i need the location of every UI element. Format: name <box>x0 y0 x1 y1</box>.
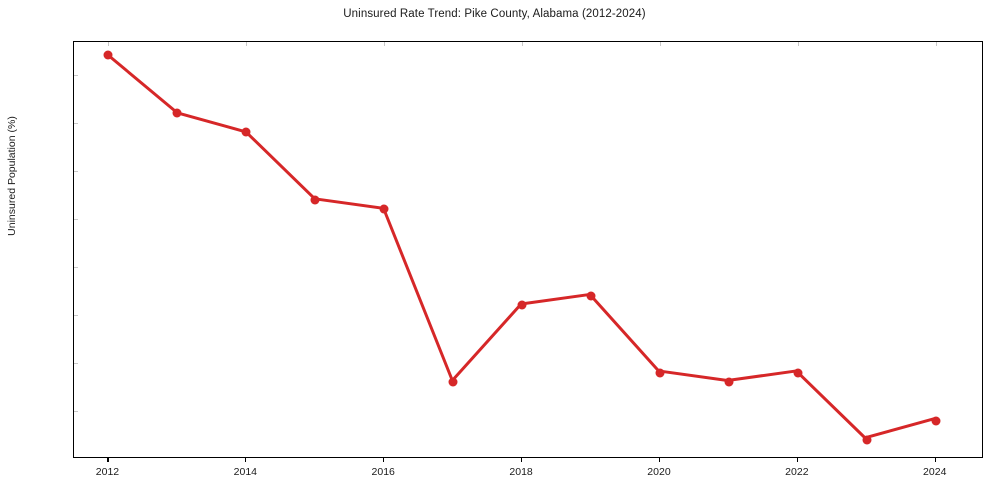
data-point <box>724 377 734 387</box>
x-axis-tick-mark <box>934 458 936 462</box>
plot-area <box>73 41 983 458</box>
x-axis-tick-mark <box>796 458 798 462</box>
gridline-horizontal <box>74 362 982 364</box>
gridline-vertical <box>522 42 524 457</box>
data-point <box>931 416 941 426</box>
data-point <box>448 377 458 387</box>
gridline-vertical <box>108 42 110 457</box>
x-axis-tick-label: 2022 <box>785 466 809 478</box>
data-point <box>379 204 389 214</box>
gridline-horizontal <box>74 314 982 316</box>
gridline-horizontal <box>74 266 982 268</box>
y-axis-label: Uninsured Population (%) <box>6 116 18 236</box>
data-point <box>517 300 527 310</box>
gridline-vertical <box>659 42 661 457</box>
gridline-horizontal <box>74 218 982 220</box>
gridline-vertical <box>797 42 799 457</box>
x-axis-tick-mark <box>245 458 247 462</box>
x-axis-tick-mark <box>107 458 109 462</box>
gridline-horizontal <box>74 170 982 172</box>
data-point <box>586 291 596 301</box>
x-axis-tick-label: 2014 <box>233 466 258 478</box>
data-point <box>103 50 113 60</box>
data-point <box>793 368 803 378</box>
x-axis-tick-label: 2020 <box>647 466 671 478</box>
data-point <box>862 435 872 445</box>
x-axis-tick-mark <box>383 458 385 462</box>
x-axis-tick-label: 2012 <box>95 466 120 478</box>
x-axis-tick-label: 2016 <box>371 466 395 478</box>
x-axis-tick-mark <box>521 458 523 462</box>
gridline-horizontal <box>74 122 982 124</box>
gridline-horizontal <box>74 410 982 412</box>
gridlines <box>74 42 982 457</box>
gridline-vertical <box>935 42 937 457</box>
gridline-horizontal <box>74 74 982 76</box>
data-point <box>241 127 251 137</box>
gridline-vertical <box>384 42 386 457</box>
data-point-markers <box>74 42 982 457</box>
data-point <box>310 195 320 205</box>
chart-title: Uninsured Rate Trend: Pike County, Alaba… <box>343 8 646 20</box>
data-point <box>655 368 665 378</box>
data-point <box>172 108 182 118</box>
x-axis-tick-label: 2024 <box>923 466 947 478</box>
x-axis-tick-mark <box>658 458 661 462</box>
gridline-vertical <box>246 42 248 457</box>
x-axis-tick-label: 2018 <box>509 466 533 478</box>
